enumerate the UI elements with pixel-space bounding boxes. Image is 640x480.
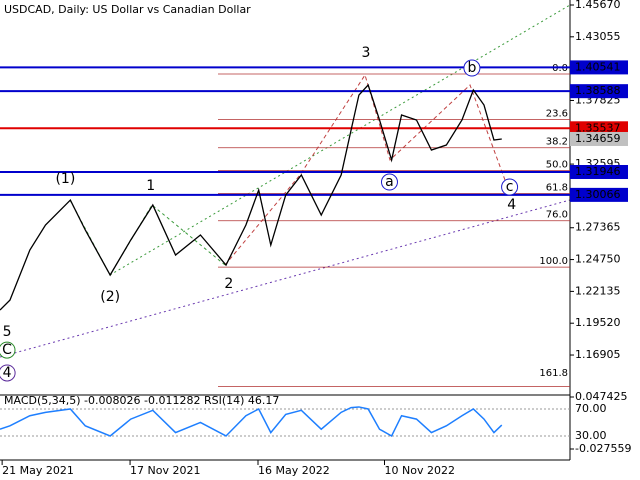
trend-line <box>109 4 571 276</box>
y-tick-label: 1.43055 <box>575 30 621 43</box>
chart-title: USDCAD, Daily: US Dollar vs Canadian Dol… <box>4 3 251 16</box>
fib-label: 50.0 <box>546 159 568 170</box>
y-tick-label: 1.22135 <box>575 284 621 297</box>
wave-circle <box>380 173 398 191</box>
wave-label: c <box>506 179 514 195</box>
level-label: 1.35537 <box>575 121 621 134</box>
current-price-label: 1.34659 <box>575 132 621 145</box>
y-tick-label: 1.16905 <box>575 348 621 361</box>
level-box <box>570 84 628 99</box>
x-tick-label: 17 Nov 2021 <box>130 464 200 477</box>
price-line <box>0 83 502 311</box>
wave-circle <box>0 364 16 382</box>
wave-label: 1 <box>146 178 155 194</box>
x-tick-label: 16 May 2022 <box>258 464 330 477</box>
wave-label: 5 <box>3 324 12 340</box>
level-label: 1.40541 <box>575 60 621 73</box>
indicator-label: MACD(5,34,5) -0.008026 -0.011282 RSI(14)… <box>4 394 279 407</box>
level-box <box>570 60 628 75</box>
trend-line <box>0 199 571 358</box>
y-tick-label: 1.24750 <box>575 253 621 266</box>
wave-label: C <box>2 342 12 358</box>
level-label: 1.31946 <box>575 165 621 178</box>
fib-label: 100.0 <box>539 256 568 267</box>
wave-label: (2) <box>100 289 120 305</box>
rsi-line <box>0 406 503 438</box>
macd-tick-label: 0.047425 <box>575 390 628 403</box>
wave-label: a <box>385 174 394 190</box>
x-tick-label: 10 Nov 2022 <box>385 464 455 477</box>
current-price-box <box>570 131 628 146</box>
fib-label: 38.2 <box>546 137 568 148</box>
macd-tick-label: -0.027559 <box>575 442 631 455</box>
wave-label: 4 <box>507 197 516 213</box>
wave-label: b <box>467 60 476 76</box>
fib-label: 76.0 <box>546 210 568 221</box>
wave-circle <box>0 341 16 359</box>
rsi-tick-label: 30.00 <box>575 429 607 442</box>
fib-label: 23.6 <box>546 109 568 120</box>
level-box <box>570 164 628 179</box>
wave-label: 4 <box>3 365 12 381</box>
y-tick-label: 1.45670 <box>575 0 621 11</box>
fib-label: 61.8 <box>546 182 568 193</box>
wave-label: 2 <box>224 276 233 292</box>
fib-label: 0.0 <box>552 63 568 74</box>
rsi-tick-label: 70.00 <box>575 402 607 415</box>
wave-circle <box>463 59 481 77</box>
wave-label: 3 <box>362 45 371 61</box>
wave-circle <box>501 178 519 196</box>
level-box <box>570 187 628 202</box>
fib-label: 161.8 <box>539 368 568 379</box>
y-tick-label: 1.19520 <box>575 316 621 329</box>
y-tick-label: 1.27365 <box>575 221 621 234</box>
wave-label: (1) <box>55 171 75 187</box>
level-box <box>570 121 628 136</box>
level-label: 1.30066 <box>575 188 621 201</box>
wave-line <box>224 73 506 266</box>
x-tick-label: 21 May 2021 <box>2 464 74 477</box>
level-label: 1.38588 <box>575 84 621 97</box>
